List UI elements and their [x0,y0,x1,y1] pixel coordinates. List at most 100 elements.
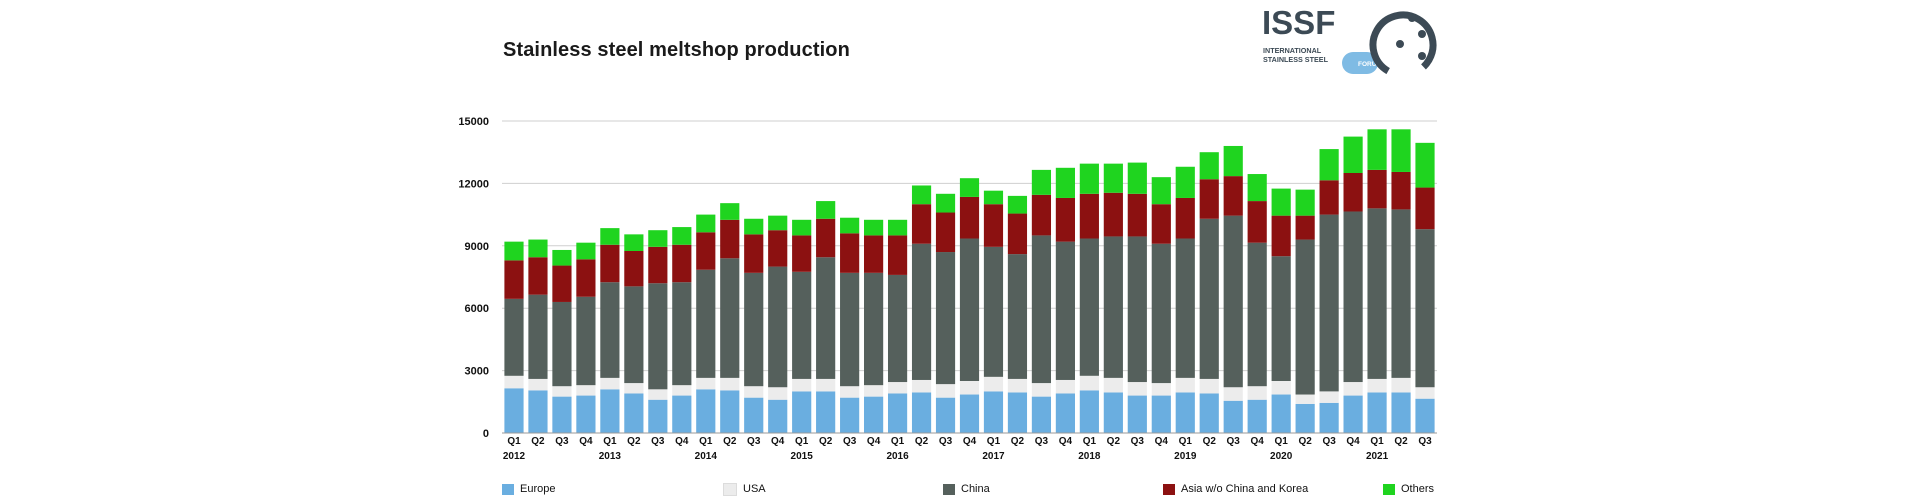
bar-segment-others [600,228,620,245]
bar-segment-china [504,298,524,376]
bar-segment-asia-w-o-china-and-korea [1079,193,1099,239]
bar-segment-asia-w-o-china-and-korea [792,235,812,272]
bar-segment-europe [1007,392,1028,433]
legend-label: Asia w/o China and Korea [1181,483,1309,495]
bar-segment-europe [504,388,524,433]
bar-segment-asia-w-o-china-and-korea [864,235,884,273]
x-tick-label: Q4 [1059,436,1073,447]
bar-segment-others [720,203,740,220]
bar-segment-usa [504,375,524,389]
bar-segment-usa [1367,378,1387,393]
bar-segment-china [864,272,884,386]
x-tick-label: Q3 [1418,436,1432,447]
logo-dot-shape [1396,40,1404,48]
bar-segment-others [816,201,836,219]
bar-segment-others [1199,152,1219,180]
bar-segment-others [1271,188,1291,216]
bar-segment-asia-w-o-china-and-korea [935,212,956,253]
bar-segment-china [648,283,668,390]
bar-segment-europe [1199,393,1219,433]
bar-segment-europe [528,390,548,433]
bar-segment-asia-w-o-china-and-korea [744,234,764,273]
x-tick-label: Q2 [1394,436,1408,447]
bar-segment-asia-w-o-china-and-korea [1319,180,1339,215]
x-tick-label: Q1 [699,436,713,447]
bar-segment-asia-w-o-china-and-korea [1295,215,1315,240]
bar-segment-europe [1031,396,1052,433]
bar-segment-usa [1319,391,1339,403]
bar-segment-others [1079,163,1099,194]
x-year-label: 2020 [1270,451,1293,462]
chart-title: Stainless steel meltshop production [503,39,850,61]
bar-segment-others [1367,129,1387,170]
bar-segment-others [1103,163,1123,193]
bar-segment-china [1271,256,1291,381]
bar-segment-europe [552,396,572,433]
bar-segment-europe [1103,392,1123,433]
bar-segment-europe [887,393,908,433]
x-tick-label: Q4 [867,436,881,447]
bar-segment-china [1367,208,1387,379]
x-tick-label: Q2 [1203,436,1217,447]
bar-segment-china [720,258,740,378]
bar-segment-asia-w-o-china-and-korea [816,218,836,258]
bar-segment-asia-w-o-china-and-korea [528,257,548,295]
bar-segment-asia-w-o-china-and-korea [1199,179,1219,219]
bar-segment-usa [1223,387,1243,401]
bar-segment-china [1223,215,1243,388]
logo-pill-shape [1342,52,1378,74]
bar-segment-europe [624,393,644,433]
x-tick-label: Q4 [675,436,689,447]
bar-segment-others [624,234,644,251]
bar-segment-europe [840,397,860,433]
bar-segment-china [768,266,788,388]
bar-segment-europe [864,396,884,433]
bar-segment-asia-w-o-china-and-korea [600,244,620,283]
bar-segment-europe [696,389,716,433]
legend-item: Asia w/o China and Korea [1163,482,1308,496]
bar-segment-europe [1319,402,1339,433]
x-tick-label: Q1 [1083,436,1097,447]
bar-segment-usa [696,377,716,390]
bar-segment-others [696,214,716,233]
bar-segment-others [576,242,596,260]
bar-segment-china [983,246,1004,377]
bar-segment-usa [1415,387,1435,399]
bar-segment-china [792,271,812,379]
bar-segment-china [816,257,836,379]
bar-segment-others [528,239,548,258]
bar-segment-usa [864,385,884,397]
x-tick-label: Q1 [603,436,617,447]
legend-swatch [1383,483,1395,495]
bar-segment-others [840,217,860,234]
legend-item: USA [723,482,766,496]
bar-segment-asia-w-o-china-and-korea [1151,204,1171,244]
bar-segment-asia-w-o-china-and-korea [1031,194,1052,236]
bar-segment-others [1175,166,1195,198]
bar-segment-china [1151,243,1171,384]
bar-segment-china [840,272,860,387]
bar-segment-europe [1223,400,1243,433]
logo-dot-shape [1418,30,1426,38]
legend-item: Europe [502,482,555,496]
bar-segment-china [1055,241,1075,380]
bar-segment-europe [1367,392,1387,433]
bar-segment-others [959,178,980,197]
x-tick-label: Q2 [723,436,737,447]
bar-segment-china [1175,238,1195,378]
x-year-label: 2013 [599,451,622,462]
bar-segment-asia-w-o-china-and-korea [840,233,860,273]
bar-segment-usa [1055,379,1075,394]
bar-segment-usa [1127,382,1147,396]
bar-segment-china [600,282,620,378]
bar-segment-asia-w-o-china-and-korea [1271,215,1291,257]
bar-segment-others [1007,195,1028,214]
x-tick-label: Q3 [1035,436,1049,447]
bar-segment-others [887,219,908,236]
bar-segment-asia-w-o-china-and-korea [983,204,1004,247]
legend-label: Europe [520,483,556,495]
bar-segment-usa [1079,375,1099,391]
bar-segment-usa [552,386,572,397]
bar-segment-china [1031,235,1052,384]
bar-segment-usa [959,381,980,395]
